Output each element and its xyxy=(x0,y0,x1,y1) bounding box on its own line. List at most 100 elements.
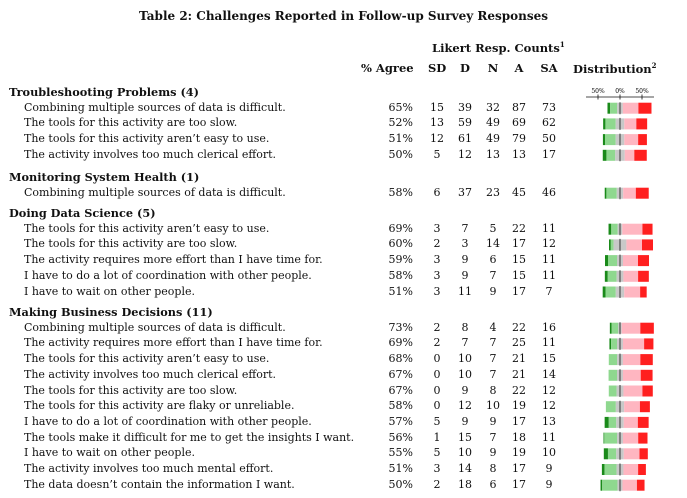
d-count: 12 xyxy=(458,147,472,161)
bar-agree xyxy=(622,432,639,444)
sa-count: 12 xyxy=(542,399,556,413)
bar-disagree xyxy=(604,432,618,444)
sa-count: 14 xyxy=(542,367,556,381)
a-count: 22 xyxy=(512,320,526,334)
pct-agree-value: 50% xyxy=(388,147,413,161)
sd-count: 3 xyxy=(433,268,441,282)
table-caption: Table 2: Challenges Reported in Follow-u… xyxy=(139,9,548,23)
pct-agree-value: 51% xyxy=(388,284,413,298)
bar-disagree xyxy=(611,338,618,350)
footnote-2: 2 xyxy=(651,61,657,70)
bar-strongly-disagree xyxy=(601,464,605,475)
sd-count: 3 xyxy=(433,462,441,475)
bar-strongly-agree xyxy=(638,432,648,444)
sd-count: 5 xyxy=(433,446,441,460)
bar-disagree xyxy=(608,369,618,381)
bar-agree xyxy=(623,448,640,460)
sd-count: 3 xyxy=(433,253,441,267)
bar-agree xyxy=(624,149,635,161)
row-label: The tools for this activity aren’t easy … xyxy=(24,221,270,235)
a-count: 19 xyxy=(512,446,526,460)
n-count: 13 xyxy=(486,147,500,161)
bar-agree xyxy=(626,239,642,251)
d-count: 10 xyxy=(458,367,472,381)
sa-count: 13 xyxy=(542,414,556,428)
bar-strongly-agree xyxy=(639,401,650,413)
sa-count: 11 xyxy=(542,221,556,235)
d-count: 37 xyxy=(458,185,472,199)
n-count: 8 xyxy=(489,462,497,475)
a-count: 21 xyxy=(512,352,526,366)
bar-strongly-disagree xyxy=(603,432,605,444)
a-count: 17 xyxy=(512,284,526,298)
pct-agree-value: 65% xyxy=(388,100,413,114)
a-count: 79 xyxy=(512,132,526,146)
sa-count: 15 xyxy=(542,352,556,366)
section-title: Monitoring System Health (1) xyxy=(9,170,200,184)
d-count: 39 xyxy=(458,100,472,114)
pct-agree-value: 68% xyxy=(388,352,413,366)
bar-strongly-agree xyxy=(638,270,649,282)
n-count: 49 xyxy=(486,132,500,146)
bar-strongly-disagree xyxy=(605,255,608,267)
bar-strongly-agree xyxy=(640,286,647,298)
row-label: Combining multiple sources of data is di… xyxy=(24,185,286,199)
a-count: 22 xyxy=(512,383,526,397)
pct-agree-value: 67% xyxy=(388,383,413,397)
bar-strongly-disagree xyxy=(603,448,608,460)
sd-count: 0 xyxy=(433,367,441,381)
sa-count: 16 xyxy=(542,320,556,334)
pct-agree-value: 69% xyxy=(388,221,413,235)
bar-disagree xyxy=(606,187,617,199)
bar-disagree xyxy=(607,270,617,282)
bar-strongly-disagree xyxy=(604,270,608,282)
bar-strongly-disagree xyxy=(604,187,607,199)
likert-header: Likert Resp. Counts1 xyxy=(432,40,565,55)
n-count: 9 xyxy=(489,446,497,460)
a-header: A xyxy=(514,61,524,75)
bar-disagree xyxy=(607,448,617,460)
n-count: 9 xyxy=(489,284,497,298)
d-count: 9 xyxy=(461,383,469,397)
a-count: 13 xyxy=(512,147,526,161)
sd-count: 15 xyxy=(430,100,444,114)
sd-count: 2 xyxy=(433,477,441,491)
bar-strongly-agree xyxy=(638,464,646,475)
d-count: 10 xyxy=(458,446,472,460)
pct-agree-value: 67% xyxy=(388,367,413,381)
bar-disagree xyxy=(610,239,614,251)
pct-agree-value: 56% xyxy=(388,430,413,444)
a-count: 18 xyxy=(512,430,526,444)
row-label: The tools for this activity aren’t easy … xyxy=(24,352,270,366)
a-count: 45 xyxy=(512,185,526,199)
n-count: 7 xyxy=(489,268,497,282)
d-count: 7 xyxy=(461,221,469,235)
n-count: 8 xyxy=(489,383,497,397)
pct-agree-value: 60% xyxy=(388,237,413,251)
scale-label-left: 50% xyxy=(591,88,605,95)
bar-agree xyxy=(623,270,639,282)
n-count: 7 xyxy=(489,336,497,350)
row-label: The tools for this activity are too slow… xyxy=(24,383,238,397)
sd-count: 12 xyxy=(430,132,444,146)
section-title: Making Business Decisions (11) xyxy=(9,305,213,319)
a-count: 17 xyxy=(512,477,526,491)
bar-strongly-agree xyxy=(637,416,649,428)
bar-agree xyxy=(621,322,641,334)
bar-strongly-disagree xyxy=(609,322,612,334)
d-count: 9 xyxy=(461,268,469,282)
pct-agree-value: 59% xyxy=(388,253,413,267)
row-label: Combining multiple sources of data is di… xyxy=(24,320,286,334)
row-label: Combining multiple sources of data is di… xyxy=(24,100,286,114)
d-count: 14 xyxy=(458,462,472,475)
bar-strongly-agree xyxy=(640,322,654,334)
sa-count: 50 xyxy=(542,132,556,146)
bar-agree xyxy=(623,385,643,397)
bar-strongly-agree xyxy=(640,369,653,381)
bar-agree xyxy=(622,479,637,491)
sd-count: 2 xyxy=(433,320,441,334)
row-label: The tools for this activity are flaky or… xyxy=(24,399,295,413)
bar-strongly-agree xyxy=(636,479,645,491)
sa-count: 11 xyxy=(542,336,556,350)
